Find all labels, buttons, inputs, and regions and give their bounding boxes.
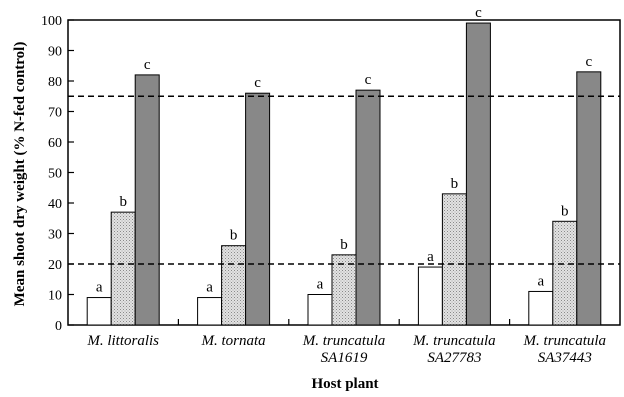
- bar: [245, 92, 271, 326]
- bar-significance-letter: a: [427, 249, 434, 265]
- bar: [134, 74, 160, 326]
- y-tick-label: 20: [48, 258, 62, 273]
- x-category-label: SA1619: [321, 350, 368, 366]
- y-tick-label: 80: [48, 75, 62, 90]
- y-tick-label: 70: [48, 106, 62, 121]
- x-category-label: SA37443: [538, 350, 592, 366]
- bar: [307, 294, 333, 326]
- bar: [221, 245, 247, 326]
- y-tick-label: 30: [48, 228, 62, 243]
- y-tick-label: 0: [55, 319, 62, 334]
- bar-significance-letter: c: [475, 5, 482, 21]
- plot-area: 0 10 20 30 40 50 60 70 80 90 100 a b c M. littoralis a b…: [41, 5, 621, 366]
- bar-significance-letter: c: [144, 57, 151, 73]
- bar-significance-letter: b: [119, 194, 127, 210]
- x-category-label: M. tornata: [201, 333, 266, 349]
- y-tick-label: 40: [48, 197, 62, 212]
- y-tick-label: 10: [48, 289, 62, 304]
- y-axis-title: Mean shoot dry weight (% N-fed control): [12, 42, 28, 307]
- bar-significance-letter: c: [585, 54, 592, 70]
- bar-significance-letter: c: [254, 75, 261, 91]
- bar-significance-letter: b: [451, 176, 459, 192]
- x-category-label: M. truncatula: [302, 333, 386, 349]
- bar-significance-letter: b: [340, 237, 348, 253]
- bar: [528, 290, 554, 326]
- bar: [197, 297, 223, 326]
- x-category-label: SA27783: [427, 350, 481, 366]
- bar: [576, 71, 602, 326]
- y-tick-label: 100: [41, 14, 62, 29]
- bar: [417, 266, 443, 326]
- bar: [110, 211, 136, 326]
- bar-significance-letter: a: [537, 273, 544, 289]
- bar: [355, 89, 381, 326]
- bar: [441, 193, 467, 326]
- y-tick-label: 90: [48, 45, 62, 60]
- bar: [465, 22, 491, 326]
- bar-significance-letter: a: [206, 280, 213, 296]
- bar-significance-letter: a: [96, 280, 103, 296]
- x-category-label: M. truncatula: [412, 333, 496, 349]
- bar-significance-letter: b: [561, 203, 569, 219]
- x-category-label: M. littoralis: [86, 333, 159, 349]
- bar: [552, 220, 578, 326]
- x-category-label: M. truncatula: [523, 333, 607, 349]
- bar: [86, 297, 112, 326]
- x-axis-title: Host plant: [311, 376, 378, 392]
- y-tick-label: 60: [48, 136, 62, 151]
- bar-significance-letter: c: [365, 72, 372, 88]
- bar-significance-letter: a: [317, 277, 324, 293]
- bar: [331, 254, 357, 326]
- bar-significance-letter: b: [230, 228, 238, 244]
- y-tick-label: 50: [48, 167, 62, 182]
